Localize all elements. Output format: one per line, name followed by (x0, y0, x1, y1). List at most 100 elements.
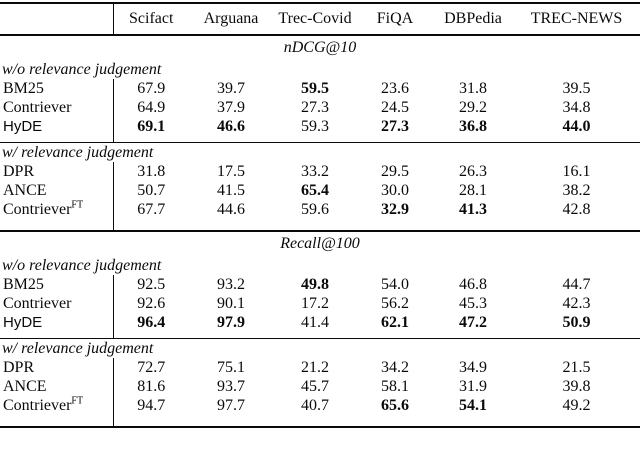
benchmark-results-table: Scifact Arguana Trec-Covid FiQA DBPedia … (0, 2, 640, 428)
score-cell: 31.8 (459, 79, 487, 97)
score-cell: 36.8 (459, 117, 487, 135)
score-cell: 44.6 (217, 200, 245, 218)
score-cell: 45.7 (301, 377, 329, 395)
score-cell: 39.5 (562, 79, 591, 97)
score-cell: 29.2 (459, 98, 487, 116)
group-label-row: w/ relevance judgement (0, 142, 640, 163)
group-label: w/o relevance judgement (2, 60, 162, 78)
metric-section-row: Recall@100 (0, 231, 640, 256)
score-cell: 47.2 (459, 313, 487, 331)
model-name: ANCE (0, 377, 114, 396)
group-label: w/o relevance judgement (2, 256, 162, 274)
table-row: ContrieverFT 94.7 97.7 40.7 65.6 54.1 49.2 (0, 396, 640, 427)
score-cell: 64.9 (137, 98, 166, 116)
score-cell: 33.2 (301, 162, 329, 180)
score-cell: 42.8 (562, 200, 591, 218)
model-name-superscript: FT (71, 395, 84, 407)
table-row: DPR 72.7 75.1 21.2 34.2 34.9 21.5 (0, 358, 640, 377)
score-cell: 30.0 (381, 181, 409, 199)
model-name: ANCE (0, 181, 114, 200)
score-cell: 38.2 (562, 181, 591, 199)
metric-title: Recall@100 (280, 235, 360, 252)
score-cell: 96.4 (137, 313, 166, 331)
table-row: ANCE 50.7 41.5 65.4 30.0 28.1 38.2 (0, 181, 640, 200)
score-cell: 46.8 (459, 275, 487, 293)
group-label: w/ relevance judgement (2, 143, 154, 161)
score-cell: 24.5 (381, 98, 409, 116)
group-label-row: w/o relevance judgement (0, 60, 640, 79)
score-cell: 50.7 (137, 181, 166, 199)
model-name: DPR (0, 358, 114, 377)
score-cell: 31.8 (137, 162, 166, 180)
model-name: Contriever (0, 294, 114, 313)
score-cell: 94.7 (137, 396, 166, 414)
score-cell: 65.4 (301, 181, 329, 199)
score-cell: 41.4 (301, 313, 329, 331)
model-name: Contriever (0, 98, 114, 117)
score-cell: 62.1 (381, 313, 409, 331)
score-cell: 41.5 (217, 181, 245, 199)
score-cell: 59.3 (301, 117, 329, 135)
table-row: ANCE 81.6 93.7 45.7 58.1 31.9 39.8 (0, 377, 640, 396)
column-header-dbpedia: DBPedia (444, 10, 502, 27)
metric-title: nDCG@10 (283, 39, 357, 56)
score-cell: 59.5 (301, 79, 329, 97)
table-row: DPR 31.8 17.5 33.2 29.5 26.3 16.1 (0, 162, 640, 181)
column-header-trec-news: TREC-NEWS (530, 10, 623, 27)
score-cell: 81.6 (137, 377, 166, 395)
score-cell: 59.6 (301, 200, 329, 218)
table-row: HyDE 96.4 97.9 41.4 62.1 47.2 50.9 (0, 313, 640, 339)
score-cell: 49.8 (301, 275, 329, 293)
table-row: Contriever 92.6 90.1 17.2 56.2 45.3 42.3 (0, 294, 640, 313)
column-header-fiqa: FiQA (376, 10, 414, 27)
table-body: nDCG@10 w/o relevance judgement BM25 67.9 39… (0, 35, 640, 427)
score-cell: 16.1 (562, 162, 591, 180)
model-name: ContrieverFT (0, 395, 114, 427)
score-cell: 34.2 (381, 358, 409, 376)
score-cell: 54.0 (381, 275, 409, 293)
model-name: BM25 (0, 275, 114, 294)
score-cell: 90.1 (217, 294, 245, 312)
group-label-row: w/ relevance judgement (0, 338, 640, 359)
score-cell: 26.3 (459, 162, 487, 180)
score-cell: 65.6 (381, 396, 409, 414)
score-cell: 67.9 (137, 79, 166, 97)
model-name-superscript: FT (71, 199, 84, 211)
table-row: Contriever 64.9 37.9 27.3 24.5 29.2 34.8 (0, 98, 640, 117)
score-cell: 50.9 (562, 313, 591, 331)
model-name: ContrieverFT (0, 199, 114, 231)
score-cell: 37.9 (217, 98, 245, 116)
score-cell: 21.5 (562, 358, 591, 376)
score-cell: 49.2 (562, 396, 591, 414)
score-cell: 97.7 (217, 396, 245, 414)
column-header-scifact: Scifact (129, 10, 174, 27)
column-header-trec-covid: Trec-Covid (278, 10, 352, 27)
score-cell: 93.2 (217, 275, 245, 293)
score-cell: 45.3 (459, 294, 487, 312)
score-cell: 67.7 (137, 200, 166, 218)
model-name: BM25 (0, 79, 114, 98)
model-name: HyDE (0, 313, 114, 339)
score-cell: 54.1 (459, 396, 487, 414)
score-cell: 58.1 (381, 377, 409, 395)
column-header-arguana: Arguana (203, 10, 259, 27)
table-row: ContrieverFT 67.7 44.6 59.6 32.9 41.3 42.8 (0, 200, 640, 231)
score-cell: 34.9 (459, 358, 487, 376)
table-header-row: Scifact Arguana Trec-Covid FiQA DBPedia … (0, 3, 640, 35)
score-cell: 21.2 (301, 358, 329, 376)
table-row: BM25 67.9 39.7 59.5 23.6 31.8 39.5 (0, 79, 640, 98)
score-cell: 41.3 (459, 200, 487, 218)
score-cell: 23.6 (381, 79, 409, 97)
model-name: HyDE (0, 117, 114, 143)
group-label-row: w/o relevance judgement (0, 256, 640, 275)
score-cell: 28.1 (459, 181, 487, 199)
metric-section-row: nDCG@10 (0, 35, 640, 60)
score-cell: 44.7 (562, 275, 591, 293)
score-cell: 56.2 (381, 294, 409, 312)
score-cell: 97.9 (217, 313, 245, 331)
group-label: w/ relevance judgement (2, 339, 154, 357)
score-cell: 39.8 (562, 377, 591, 395)
score-cell: 31.9 (459, 377, 487, 395)
score-cell: 40.7 (301, 396, 329, 414)
